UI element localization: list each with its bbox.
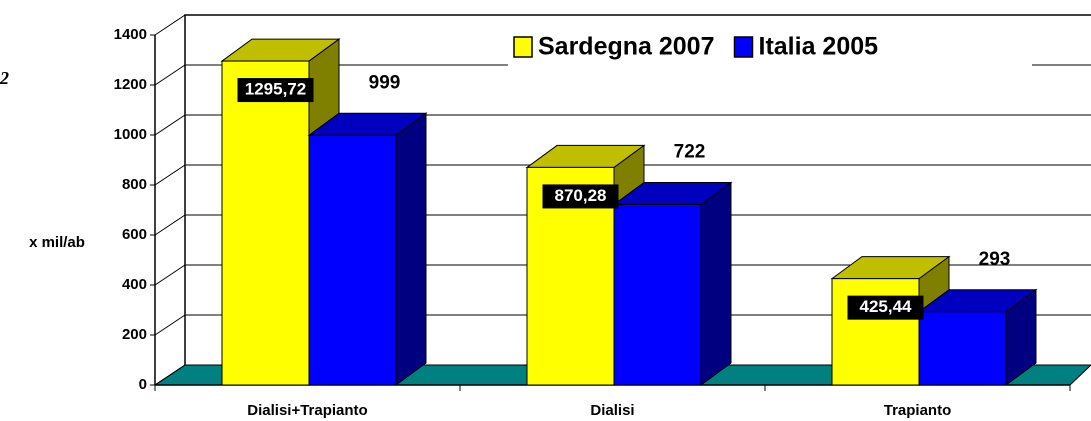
grid-line [154, 164, 186, 186]
y-tick-label: 1000 [114, 126, 147, 143]
y-tick-label: 400 [122, 276, 147, 293]
data-label-bg [542, 184, 619, 209]
legend-label: Italia 2005 [759, 33, 879, 61]
legend-box [508, 28, 1032, 68]
bar [221, 60, 310, 386]
bar-side [395, 112, 427, 386]
grid-line [154, 314, 186, 336]
annotation: 2 [0, 68, 9, 88]
y-tick-label: 1200 [114, 76, 147, 93]
grid-line [154, 64, 186, 86]
data-label: 293 [979, 249, 1011, 270]
data-label-bg [237, 78, 314, 103]
data-label: 425,44 [860, 297, 913, 316]
grid-line [154, 364, 186, 386]
bar [613, 204, 702, 386]
bar [918, 311, 1007, 386]
x-tick-label: Dialisi [590, 402, 634, 419]
y-tick-label: 600 [122, 226, 147, 243]
grid-line [154, 114, 186, 136]
bar [308, 134, 397, 386]
grid-line [154, 14, 186, 36]
grid-line [154, 264, 186, 286]
data-label: 1295,72 [245, 80, 306, 99]
data-label-bg [847, 295, 924, 320]
x-tick-label: Dialisi+Trapianto [247, 402, 367, 419]
x-tick-label: Trapianto [884, 402, 952, 419]
y-tick-label: 800 [122, 176, 147, 193]
grid-line [154, 214, 186, 236]
legend-swatch [733, 36, 754, 58]
bar [831, 278, 920, 386]
y-tick-label: 1400 [114, 26, 147, 43]
y-tick-label: 0 [139, 376, 147, 393]
data-label: 870,28 [555, 186, 607, 205]
data-label: 999 [369, 72, 401, 93]
y-axis-label: x mil/ab [29, 234, 85, 251]
y-tick-label: 200 [122, 326, 147, 343]
data-label: 722 [674, 142, 706, 163]
legend-label: Sardegna 2007 [538, 33, 715, 61]
legend-swatch [513, 36, 533, 58]
bar-side [700, 181, 732, 386]
